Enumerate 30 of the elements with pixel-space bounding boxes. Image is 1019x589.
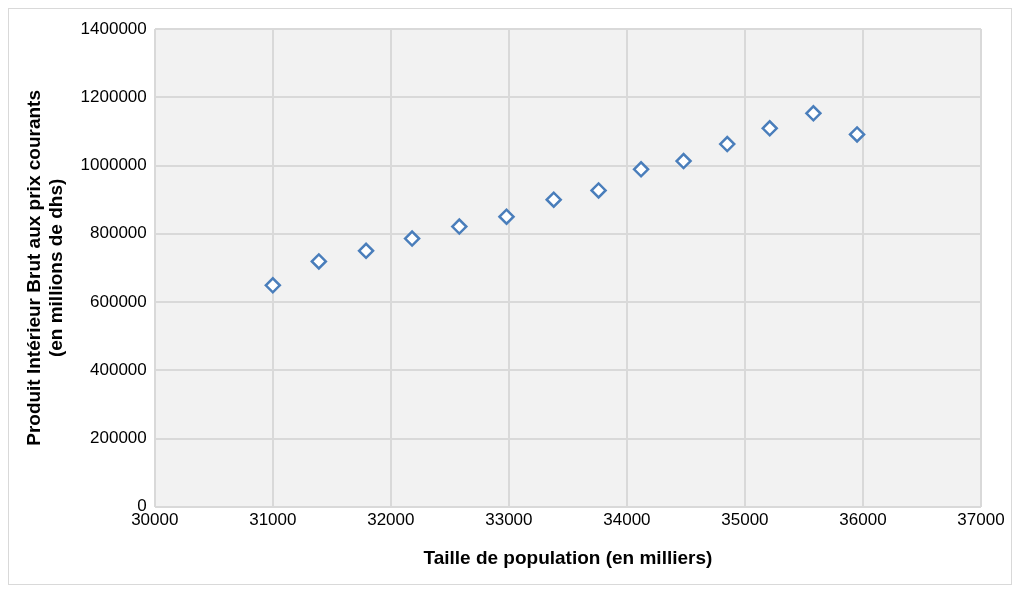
point bbox=[805, 105, 822, 122]
y-axis-title: Produit Intérieur Brut aux prix courants (en millions de dhs) bbox=[22, 90, 67, 446]
y-tick-label: 1400000 bbox=[80, 18, 147, 38]
point bbox=[403, 230, 421, 247]
point bbox=[310, 253, 328, 270]
y-tick-label: 1000000 bbox=[80, 155, 147, 175]
y-tick-label: 400000 bbox=[90, 359, 147, 379]
point bbox=[761, 120, 778, 137]
y-tick-label: 200000 bbox=[90, 428, 147, 448]
y-tick-label: 1200000 bbox=[80, 86, 147, 106]
x-tick-label: 35000 bbox=[721, 509, 769, 529]
point bbox=[848, 126, 866, 143]
x-tick-label: 37000 bbox=[957, 509, 1005, 529]
point bbox=[545, 191, 562, 208]
x-tick-label: 36000 bbox=[839, 509, 887, 529]
point bbox=[632, 161, 650, 178]
x-axis-title: Taille de population (en milliers) bbox=[423, 546, 713, 568]
point bbox=[718, 135, 736, 153]
point bbox=[590, 182, 607, 199]
x-tick-label: 31000 bbox=[249, 509, 297, 529]
point bbox=[498, 208, 515, 225]
point bbox=[451, 218, 468, 235]
y-tick-label: 800000 bbox=[90, 223, 147, 243]
point bbox=[357, 242, 375, 260]
point bbox=[675, 152, 692, 170]
x-tick-label: 32000 bbox=[367, 509, 415, 529]
y-tick-label: 600000 bbox=[90, 291, 147, 311]
point bbox=[264, 277, 282, 294]
x-tick-label: 33000 bbox=[485, 509, 533, 529]
x-tick-label: 34000 bbox=[603, 509, 651, 529]
